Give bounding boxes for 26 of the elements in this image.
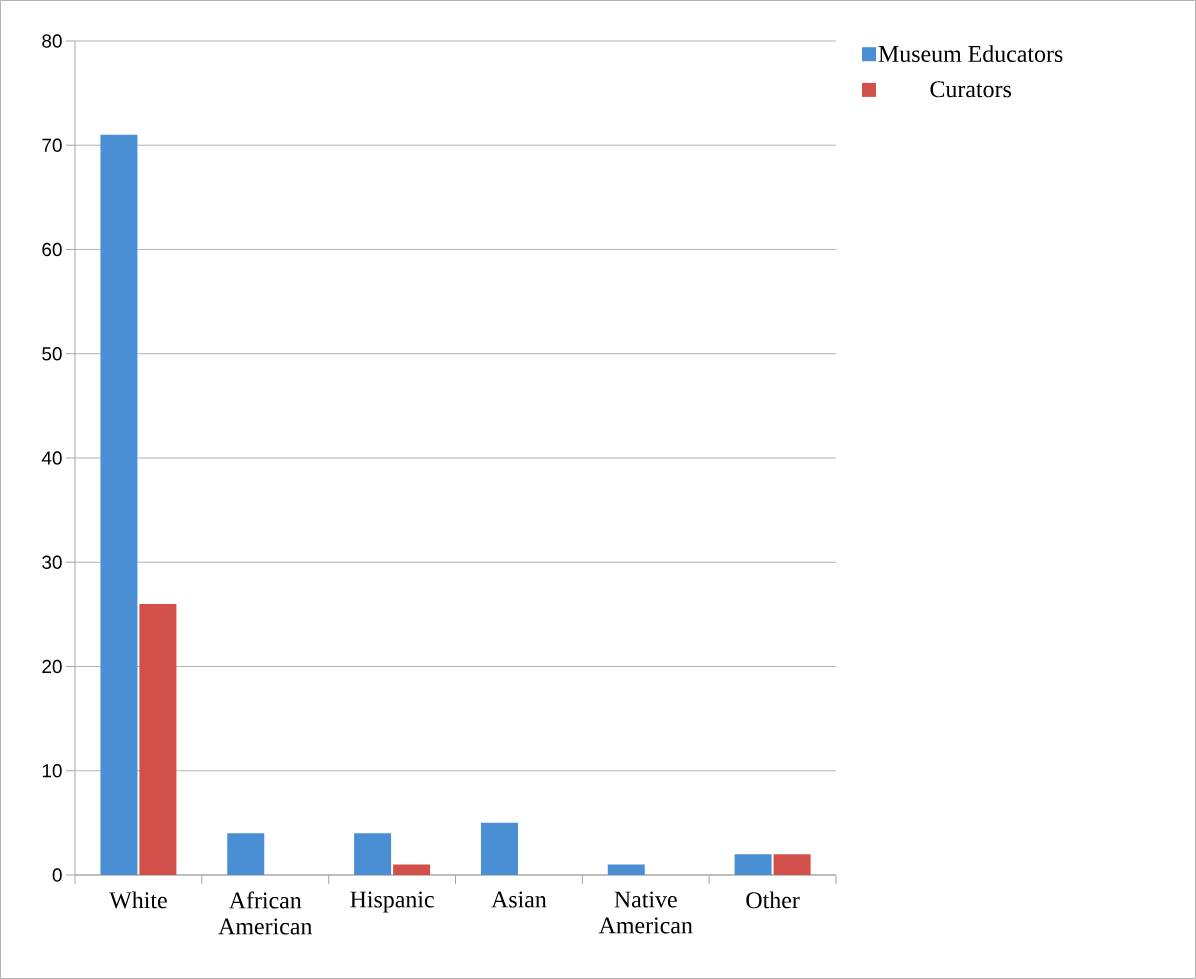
- x-tick-label: African American: [218, 891, 313, 935]
- y-tick-label: 80: [42, 34, 62, 48]
- bar: [480, 822, 518, 875]
- bar: [773, 854, 811, 875]
- x-tick-label: Other: [746, 891, 800, 909]
- x-tick-label: Native American: [598, 891, 693, 934]
- bar: [139, 603, 177, 875]
- y-tick-label: 50: [42, 347, 62, 361]
- bar: [393, 864, 431, 875]
- y-tick-label: 70: [42, 138, 62, 152]
- legend-label: Museum Educators: [878, 45, 1063, 62]
- x-tick-label: Hispanic: [350, 891, 434, 913]
- x-tick-label: White: [109, 891, 167, 909]
- y-tick-label: 60: [42, 242, 62, 257]
- y-tick-label: 30: [42, 555, 62, 569]
- bar: [227, 833, 265, 875]
- bar: [734, 854, 772, 875]
- y-tick-label: 20: [42, 659, 62, 674]
- x-tick-label: Asian: [491, 891, 547, 908]
- bar: [354, 833, 392, 875]
- bar: [100, 134, 138, 875]
- y-tick-label: 0: [52, 868, 62, 882]
- y-tick-label: 40: [41, 451, 62, 465]
- y-tick-label: 10: [42, 764, 62, 778]
- bar: [607, 864, 645, 875]
- legend-label: Curators: [930, 81, 1011, 98]
